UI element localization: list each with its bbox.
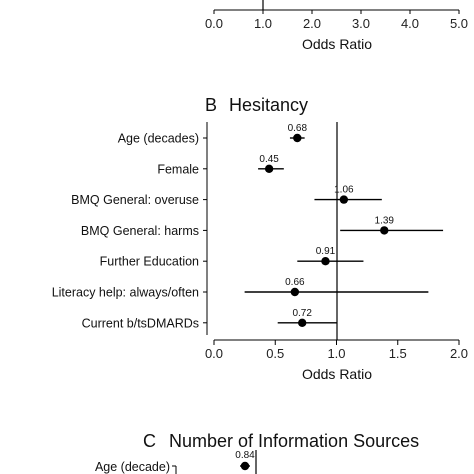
panel-a-tick-label: 0.0 bbox=[205, 16, 223, 31]
panel-b-tick-label: 0.0 bbox=[205, 346, 223, 361]
panel-b-tick-label: 1.0 bbox=[327, 346, 345, 361]
panel-a-tick-label: 2.0 bbox=[303, 16, 321, 31]
panel-c-rows: Age (decade) 0.84 bbox=[95, 450, 257, 474]
panel-a-tick-label: 4.0 bbox=[401, 16, 419, 31]
panel-b-point-estimate bbox=[298, 318, 307, 327]
panel-b-title: Hesitancy bbox=[229, 95, 308, 115]
panel-b-or-label: 1.39 bbox=[375, 215, 395, 226]
panel-b-x-axis-label: Odds Ratio bbox=[302, 366, 372, 382]
panel-b-row-label: BMQ General: overuse bbox=[71, 193, 199, 207]
panel-a-tick-label: 1.0 bbox=[254, 16, 272, 31]
panel-b-ticks: 0.0 0.5 1.0 1.5 2.0 bbox=[205, 340, 468, 361]
panel-b-row-label: BMQ General: harms bbox=[81, 224, 199, 238]
panel-b-or-label: 0.68 bbox=[288, 123, 308, 134]
panel-b-tick-label: 0.5 bbox=[266, 346, 284, 361]
panel-b-tick-label: 1.5 bbox=[389, 346, 407, 361]
panel-b: B Hesitancy Age (decades) 0.68 Female 0.45 B… bbox=[52, 95, 468, 382]
panel-b-or-label: 0.91 bbox=[316, 246, 336, 257]
panel-b-row-label: Further Education bbox=[100, 255, 199, 269]
panel-a-tick-label: 3.0 bbox=[352, 16, 370, 31]
panel-c-or-label: 0.84 bbox=[235, 450, 255, 461]
panel-b-or-label: 0.72 bbox=[292, 308, 312, 319]
panel-b-point-estimate bbox=[380, 226, 389, 235]
panel-b-point-estimate bbox=[264, 164, 274, 173]
panel-b-row-label: Age (decades) bbox=[118, 132, 199, 146]
panel-b-row-label: Literacy help: always/often bbox=[52, 286, 199, 300]
panel-b-or-label: 1.06 bbox=[334, 185, 354, 196]
panel-b-point-estimate bbox=[293, 133, 302, 143]
panel-b-row-label: Female bbox=[157, 162, 199, 176]
panel-c-title-letter: C bbox=[143, 431, 156, 451]
panel-b-point-estimate bbox=[339, 195, 349, 204]
panel-c-title: Number of Information Sources bbox=[169, 431, 419, 451]
panel-b-or-label: 0.66 bbox=[285, 277, 305, 288]
panel-a-x-axis-label: Odds Ratio bbox=[302, 36, 372, 52]
panel-c-point-estimate bbox=[240, 461, 250, 471]
panel-b-rows: Age (decades) 0.68 Female 0.45 BMQ General: … bbox=[52, 123, 444, 330]
panel-b-row-label: Current b/tsDMARDs bbox=[82, 316, 199, 330]
panel-b-point-estimate bbox=[321, 257, 330, 266]
panel-a-tick-label: 5.0 bbox=[450, 16, 468, 31]
panel-b-point-estimate bbox=[290, 287, 300, 297]
panel-b-tick-label: 2.0 bbox=[450, 346, 468, 361]
panel-b-title-letter: B bbox=[205, 95, 217, 115]
panel-c: C Number of Information Sources Age (dec… bbox=[95, 431, 419, 474]
panel-a-ticks: 0.0 1.0 2.0 3.0 4.0 5.0 bbox=[205, 10, 468, 31]
panel-a: 0.0 1.0 2.0 3.0 4.0 5.0 Odds Ratio bbox=[205, 0, 468, 52]
panel-b-or-label: 0.45 bbox=[259, 154, 279, 165]
panel-c-row-label: Age (decade) bbox=[95, 460, 170, 474]
